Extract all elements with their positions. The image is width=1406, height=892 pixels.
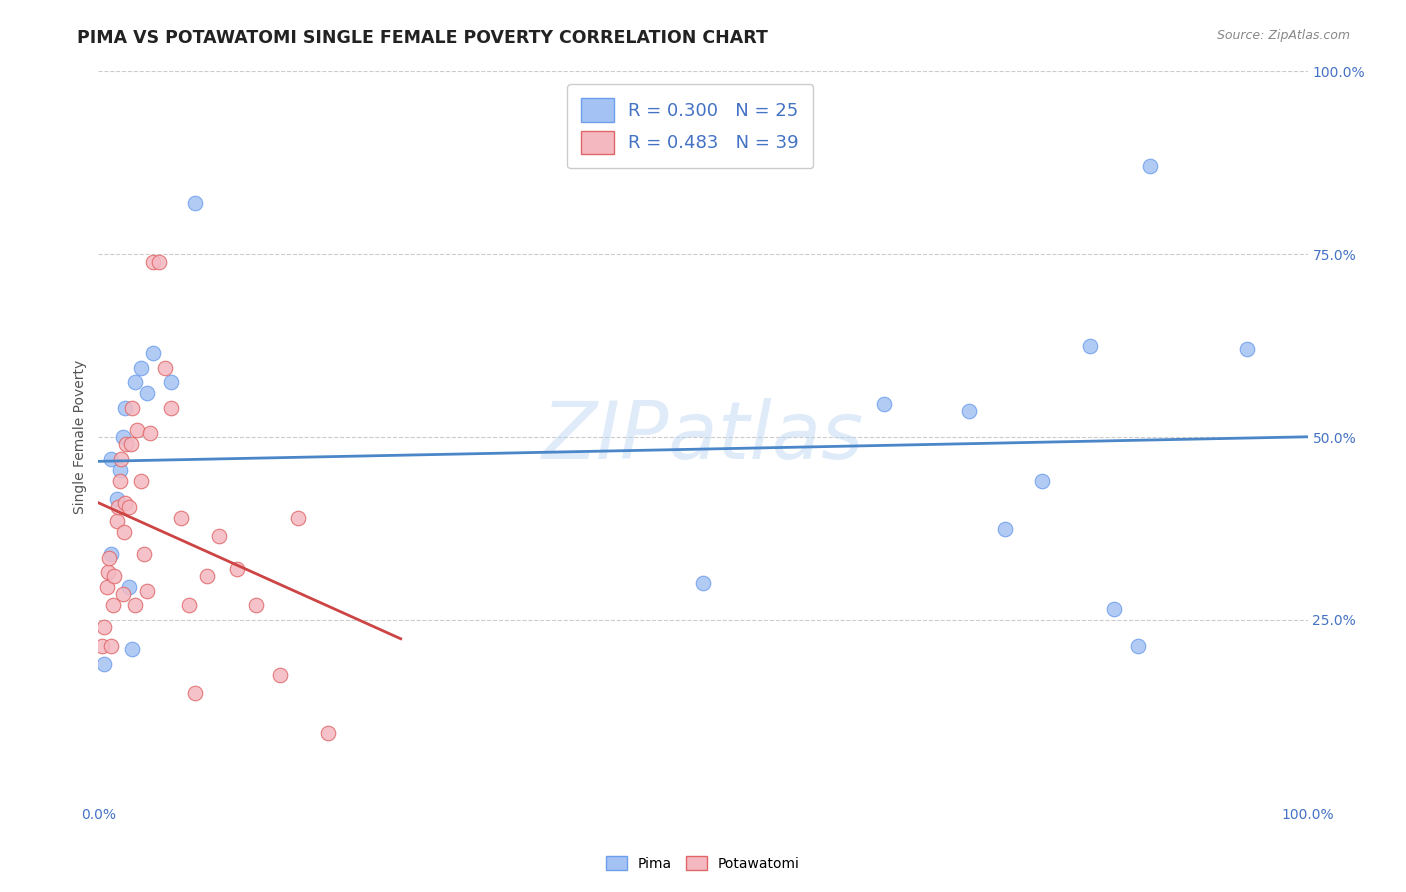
- Point: [179, 599, 201, 613]
- Point: [100, 547, 122, 561]
- Point: [118, 500, 141, 514]
- Point: [957, 404, 980, 418]
- Point: [208, 529, 231, 543]
- Point: [98, 550, 121, 565]
- Point: [873, 397, 896, 411]
- Point: [1078, 338, 1101, 352]
- Point: [142, 346, 165, 360]
- Point: [91, 639, 114, 653]
- Point: [148, 254, 170, 268]
- Point: [105, 492, 128, 507]
- Point: [103, 569, 125, 583]
- Point: [184, 196, 207, 211]
- Point: [115, 437, 138, 451]
- Point: [108, 463, 131, 477]
- Point: [112, 525, 135, 540]
- Point: [153, 360, 176, 375]
- Point: [105, 514, 128, 528]
- Point: [142, 254, 165, 268]
- Point: [97, 566, 120, 580]
- Point: [287, 510, 309, 524]
- Point: [93, 620, 115, 634]
- Point: [1139, 160, 1161, 174]
- Point: [107, 500, 129, 514]
- Point: [1128, 639, 1150, 653]
- Point: [269, 667, 291, 681]
- Point: [111, 587, 134, 601]
- Point: [127, 423, 149, 437]
- Point: [110, 452, 132, 467]
- Point: [96, 580, 118, 594]
- Point: [135, 583, 157, 598]
- Point: [129, 360, 152, 375]
- Point: [108, 474, 131, 488]
- Point: [120, 437, 142, 451]
- Point: [134, 547, 156, 561]
- Point: [124, 599, 146, 613]
- Point: [226, 562, 249, 576]
- Point: [118, 580, 141, 594]
- Point: [100, 452, 122, 467]
- Text: PIMA VS POTAWATOMI SINGLE FEMALE POVERTY CORRELATION CHART: PIMA VS POTAWATOMI SINGLE FEMALE POVERTY…: [77, 29, 768, 46]
- Point: [121, 642, 143, 657]
- Point: [195, 569, 218, 583]
- Point: [139, 426, 162, 441]
- Point: [100, 639, 122, 653]
- Legend: R = 0.300   N = 25, R = 0.483   N = 39: R = 0.300 N = 25, R = 0.483 N = 39: [567, 84, 814, 169]
- Point: [1102, 602, 1125, 616]
- Point: [114, 401, 136, 415]
- Text: ZIPatlas: ZIPatlas: [541, 398, 865, 476]
- Point: [129, 474, 152, 488]
- Point: [994, 521, 1017, 535]
- Point: [1236, 343, 1258, 357]
- Point: [124, 376, 146, 390]
- Point: [692, 576, 714, 591]
- Point: [169, 510, 191, 524]
- Point: [114, 496, 136, 510]
- Point: [245, 599, 267, 613]
- Text: Source: ZipAtlas.com: Source: ZipAtlas.com: [1216, 29, 1350, 42]
- Point: [160, 401, 183, 415]
- Point: [160, 376, 183, 390]
- Y-axis label: Single Female Poverty: Single Female Poverty: [73, 360, 87, 514]
- Point: [111, 430, 134, 444]
- Legend: Pima, Potawatomi: Pima, Potawatomi: [600, 850, 806, 876]
- Point: [93, 657, 115, 671]
- Point: [135, 386, 157, 401]
- Point: [316, 726, 339, 740]
- Point: [101, 599, 124, 613]
- Point: [121, 401, 143, 415]
- Point: [1031, 474, 1053, 488]
- Point: [184, 686, 207, 700]
